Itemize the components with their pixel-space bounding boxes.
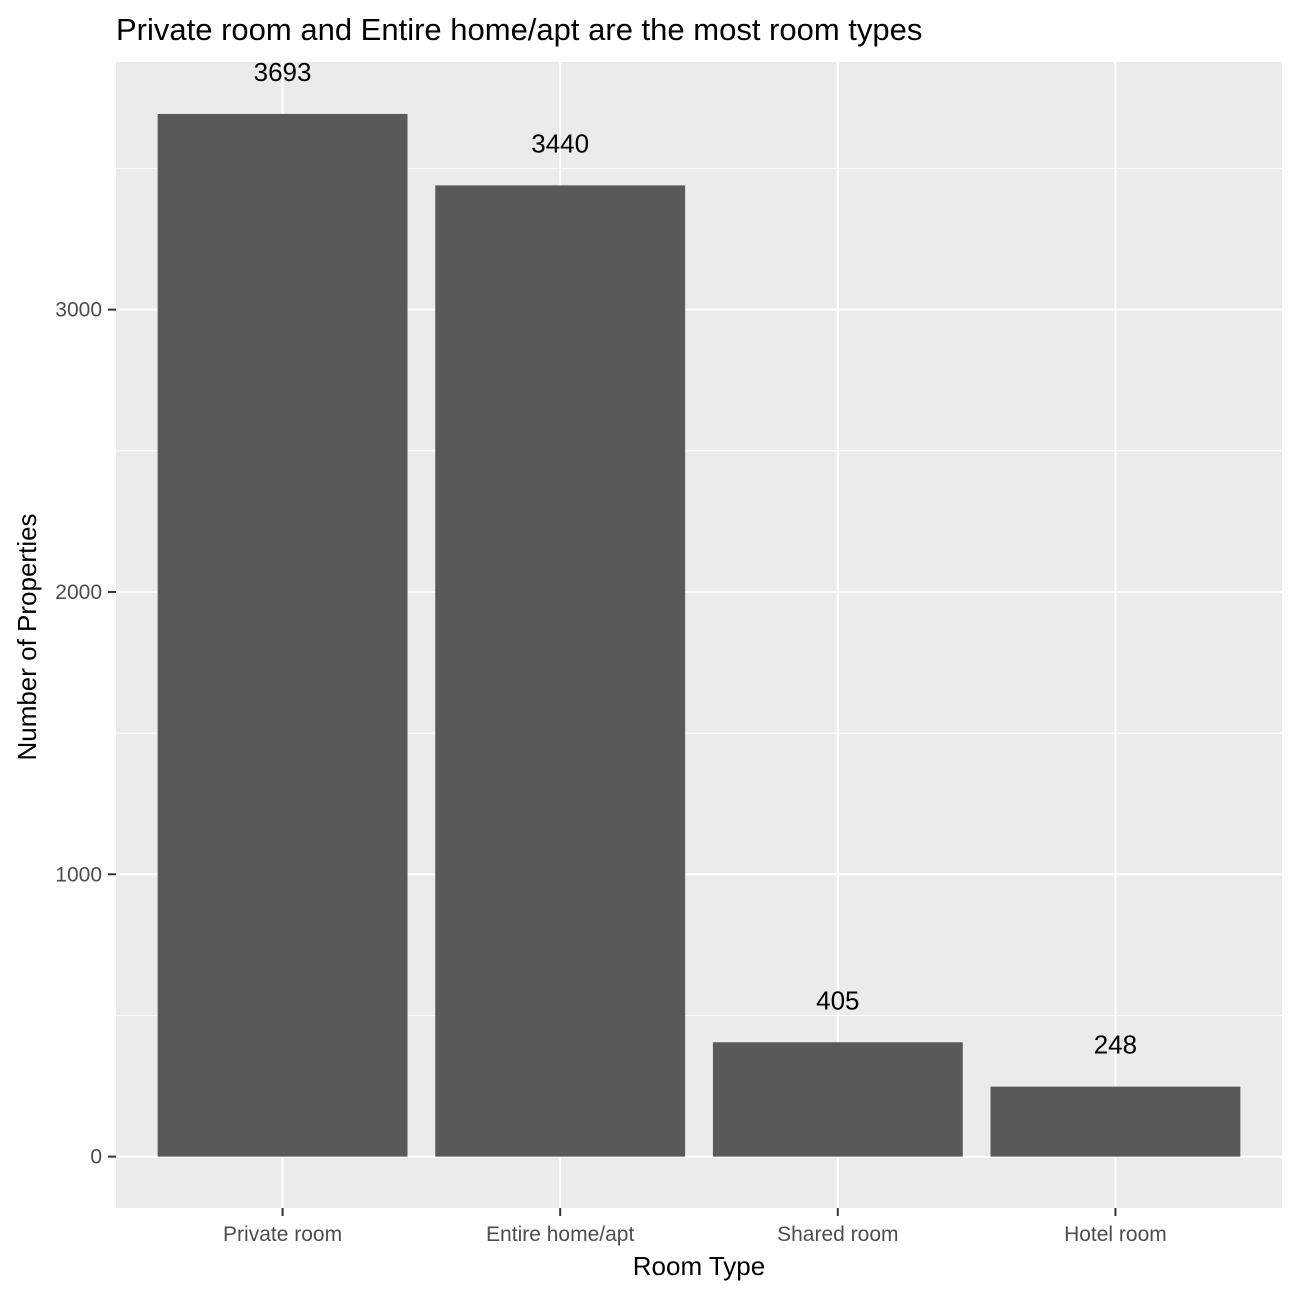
bar	[435, 185, 686, 1157]
x-axis-title: Room Type	[633, 1251, 765, 1281]
y-axis: 0 1000 2000 3000	[55, 299, 116, 1169]
x-tick-label: Shared room	[777, 1223, 898, 1246]
bar-value-label: 405	[816, 985, 859, 1015]
y-tick-label: 3000	[55, 299, 102, 322]
y-axis-title: Number of Properties	[12, 513, 42, 760]
y-tick-label: 0	[90, 1146, 102, 1169]
bar	[712, 1042, 963, 1157]
bar-value-label: 248	[1094, 1030, 1137, 1060]
x-axis: Private room Entire home/apt Shared room Ho…	[223, 1208, 1167, 1246]
bar-value-label: 3693	[254, 57, 312, 87]
bar	[990, 1086, 1241, 1157]
bar-value-label: 3440	[531, 128, 589, 158]
x-tick-label: Hotel room	[1064, 1223, 1167, 1246]
x-tick-label: Private room	[223, 1223, 342, 1246]
y-tick-label: 2000	[55, 581, 102, 604]
chart-title: Private room and Entire home/apt are the…	[116, 12, 922, 47]
bars	[157, 113, 1241, 1157]
x-tick-label: Entire home/apt	[486, 1223, 634, 1246]
data-labels: 3693 3440 405 248	[254, 57, 1137, 1060]
y-tick-label: 1000	[55, 863, 102, 886]
bar	[157, 113, 408, 1157]
